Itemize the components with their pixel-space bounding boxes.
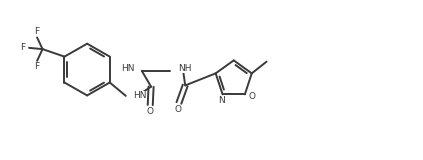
- Text: N: N: [218, 96, 225, 105]
- Text: HN: HN: [133, 91, 147, 100]
- Text: NH: NH: [178, 64, 192, 73]
- Text: F: F: [35, 62, 40, 71]
- Text: O: O: [249, 92, 255, 100]
- Text: HN: HN: [121, 64, 134, 73]
- Text: O: O: [147, 107, 154, 116]
- Text: F: F: [35, 27, 40, 36]
- Text: F: F: [20, 43, 25, 52]
- Text: O: O: [175, 105, 181, 114]
